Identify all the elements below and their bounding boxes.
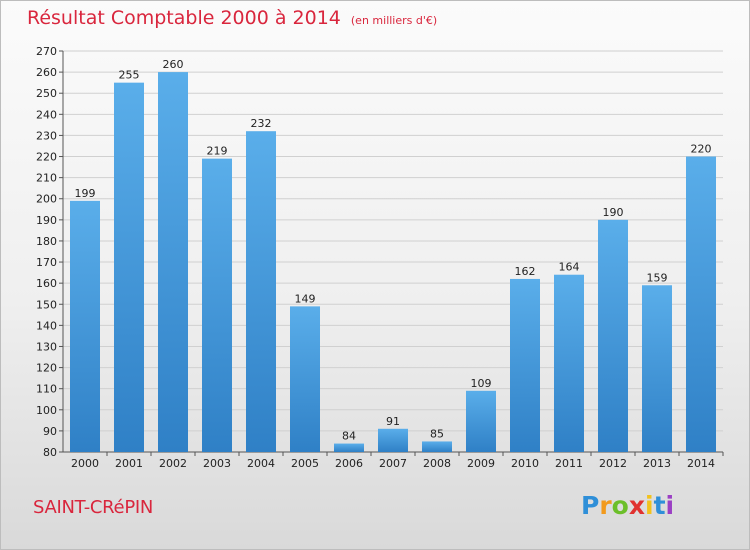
bar-2012 xyxy=(598,219,628,452)
x-tick-label-2008: 2008 xyxy=(423,457,451,470)
data-label-2004: 232 xyxy=(251,117,272,130)
y-tick-label: 200 xyxy=(36,193,57,206)
data-label-2005: 149 xyxy=(295,292,316,305)
x-tick-label-2003: 2003 xyxy=(203,457,231,470)
logo-letter: t xyxy=(653,491,666,520)
x-tick-label-2012: 2012 xyxy=(599,457,627,470)
logo-letter: i xyxy=(665,491,675,520)
y-tick-label: 260 xyxy=(36,66,57,79)
bar-2008 xyxy=(422,441,452,452)
y-tick-label: 230 xyxy=(36,129,57,142)
x-tick-label-2010: 2010 xyxy=(511,457,539,470)
y-tick-label: 240 xyxy=(36,108,57,121)
bar-2013 xyxy=(642,285,672,452)
chart-title: Résultat Comptable 2000 à 2014 (en millie… xyxy=(27,7,438,29)
data-label-2010: 162 xyxy=(515,265,536,278)
bar-2009 xyxy=(466,390,496,452)
y-tick-label: 140 xyxy=(36,319,57,332)
bar-2010 xyxy=(510,278,540,452)
x-tick-label-2009: 2009 xyxy=(467,457,495,470)
bar-2014 xyxy=(686,156,716,453)
y-tick-label: 160 xyxy=(36,277,57,290)
bar-2006 xyxy=(334,443,364,452)
data-label-2011: 164 xyxy=(559,261,580,274)
logo-letter: x xyxy=(628,491,645,520)
logo-letter: o xyxy=(611,491,629,520)
y-tick-label: 80 xyxy=(43,446,57,459)
x-tick-label-2004: 2004 xyxy=(247,457,275,470)
data-label-2012: 190 xyxy=(603,206,624,219)
y-tick-label: 100 xyxy=(36,404,57,417)
bar-2002 xyxy=(158,72,188,453)
x-tick-label-2000: 2000 xyxy=(71,457,99,470)
data-label-2007: 91 xyxy=(386,415,400,428)
bar-2007 xyxy=(378,428,408,452)
data-label-2006: 84 xyxy=(342,430,356,443)
x-tick-label-2001: 2001 xyxy=(115,457,143,470)
bar-2004 xyxy=(246,131,276,452)
logo-letter: r xyxy=(599,491,612,520)
y-tick-label: 270 xyxy=(36,45,57,58)
x-tick-label-2011: 2011 xyxy=(555,457,583,470)
y-tick-label: 130 xyxy=(36,340,57,353)
logo-letter: P xyxy=(581,491,600,520)
y-tick-label: 90 xyxy=(43,425,57,438)
bar-2000 xyxy=(70,200,100,452)
y-tick-label: 170 xyxy=(36,256,57,269)
y-tick-label: 180 xyxy=(36,235,57,248)
data-label-2013: 159 xyxy=(647,271,668,284)
y-tick-label: 250 xyxy=(36,87,57,100)
data-label-2014: 220 xyxy=(691,143,712,156)
data-label-2001: 255 xyxy=(119,69,140,82)
y-tick-label: 110 xyxy=(36,383,57,396)
y-tick-label: 120 xyxy=(36,362,57,375)
chart-subtitle: (en milliers d'€) xyxy=(350,14,438,27)
logo-letter: i xyxy=(645,491,654,520)
x-tick-label-2002: 2002 xyxy=(159,457,187,470)
bar-2005 xyxy=(290,306,320,452)
data-label-2000: 199 xyxy=(75,187,96,200)
proxiti-logo: Proxiti xyxy=(581,491,674,520)
y-tick-label: 150 xyxy=(36,298,57,311)
y-tick-label: 190 xyxy=(36,214,57,227)
x-tick-label-2007: 2007 xyxy=(379,457,407,470)
data-label-2003: 219 xyxy=(207,145,228,158)
x-tick-label-2006: 2006 xyxy=(335,457,363,470)
y-tick-label: 220 xyxy=(36,151,57,164)
x-tick-label-2013: 2013 xyxy=(643,457,671,470)
data-label-2008: 85 xyxy=(430,427,444,440)
bar-2003 xyxy=(202,158,232,452)
data-label-2002: 260 xyxy=(163,58,184,71)
data-label-2009: 109 xyxy=(471,377,492,390)
bar-2011 xyxy=(554,274,584,452)
x-tick-label-2005: 2005 xyxy=(291,457,319,470)
y-tick-label: 210 xyxy=(36,172,57,185)
x-tick-label-2014: 2014 xyxy=(687,457,715,470)
commune-name: SAINT-CRéPIN xyxy=(33,497,154,518)
bar-2001 xyxy=(114,82,144,452)
